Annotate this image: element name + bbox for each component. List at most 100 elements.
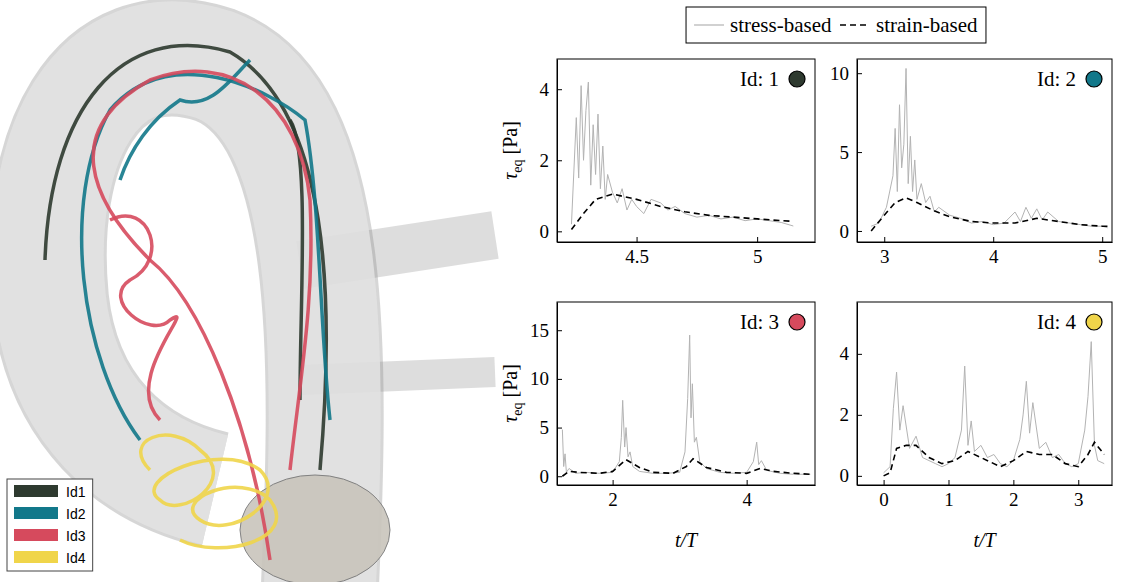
legend: stress-based strain-based xyxy=(686,7,986,43)
legend-line xyxy=(694,24,724,25)
plot-frame xyxy=(557,59,815,242)
legend-swatch xyxy=(14,551,58,563)
legend-label: strain-based xyxy=(876,13,978,37)
tick-mark xyxy=(884,237,885,242)
tick: 5 xyxy=(840,142,863,163)
legend-entries: stress-based strain-based xyxy=(694,13,978,37)
tick: 3 xyxy=(1074,480,1084,510)
panel-title: Id: 4 xyxy=(1037,310,1077,334)
heart-valve xyxy=(240,475,390,582)
tick-mark xyxy=(1078,480,1079,485)
panel-title: Id: 1 xyxy=(740,67,779,91)
trajectory-illustration xyxy=(45,46,326,470)
series-line xyxy=(562,335,810,474)
trajectory-illustration xyxy=(82,74,330,440)
x-axis: 24 xyxy=(558,480,816,510)
tick-label: 2 xyxy=(608,489,618,510)
panel-title: Id: 2 xyxy=(1037,67,1076,91)
series-line xyxy=(871,68,1107,227)
tick: 2 xyxy=(840,404,863,425)
tick-mark xyxy=(557,379,562,380)
tick-label: 2 xyxy=(840,404,850,425)
trajectory-illustration xyxy=(93,71,311,560)
trajectory-illustration xyxy=(141,435,277,548)
tick-label: 5 xyxy=(540,417,550,438)
tick-label: 10 xyxy=(830,63,849,84)
tick-label: 4 xyxy=(540,79,550,100)
series-line xyxy=(571,194,793,230)
legend-label: Id2 xyxy=(66,506,86,522)
tick-mark xyxy=(857,354,862,355)
tick-mark xyxy=(857,231,862,232)
tick-mark xyxy=(613,480,614,485)
legend-entries: Id1Id2Id3Id4 xyxy=(14,484,86,566)
series-line xyxy=(884,342,1105,473)
legend-label: Id4 xyxy=(66,550,86,566)
tick: 10 xyxy=(530,368,562,389)
tick: 5 xyxy=(753,237,763,267)
tick-label: 0 xyxy=(840,221,850,242)
y-axis: 0 5 10 xyxy=(830,60,862,243)
legend-label: Id1 xyxy=(66,484,86,500)
tick-mark xyxy=(747,480,748,485)
tick: 3 xyxy=(880,237,890,267)
tick-mark xyxy=(857,152,862,153)
axis-line xyxy=(557,303,558,486)
tick-mark xyxy=(557,476,562,477)
aorta-illustration xyxy=(45,46,495,582)
legend-swatch xyxy=(14,507,58,519)
tick-label: 4.5 xyxy=(625,246,649,267)
tick-mark xyxy=(557,231,562,232)
tick: 2 xyxy=(608,480,618,510)
trajectory-illustration xyxy=(290,120,303,400)
plot-frame xyxy=(557,302,815,485)
tick: 1 xyxy=(944,480,954,510)
axis-line xyxy=(558,485,816,486)
tick: 4 xyxy=(840,343,863,364)
legend-entry: stress-based xyxy=(694,13,832,37)
x-axis-title: t/T xyxy=(973,529,997,551)
tick-mark xyxy=(757,237,758,242)
tick: 0 xyxy=(840,465,863,486)
tick-label: 4 xyxy=(989,246,999,267)
tick-label: 2 xyxy=(540,150,550,171)
x-axis-title: t/T xyxy=(675,529,699,551)
tick: 4 xyxy=(742,480,752,510)
tick-mark xyxy=(557,160,562,161)
plot-lines xyxy=(871,68,1107,230)
legend-swatch xyxy=(14,485,58,497)
tick-mark xyxy=(557,330,562,331)
panel-title: Id: 3 xyxy=(740,310,779,334)
tick-label: 3 xyxy=(1074,489,1084,510)
tick-mark xyxy=(857,415,862,416)
trajectory-illustration xyxy=(110,216,177,420)
axis-line xyxy=(558,242,816,243)
plot-frame xyxy=(857,302,1112,485)
chart-panel: 4.55024Id: 1τeq [Pa] xyxy=(499,59,816,267)
y-axis: 0 2 4 xyxy=(540,60,563,243)
tick: 0 xyxy=(540,221,563,242)
tick-mark xyxy=(1013,480,1014,485)
series-line xyxy=(562,459,810,477)
tick-mark xyxy=(637,237,638,242)
tick: 5 xyxy=(1098,237,1108,267)
tick: 10 xyxy=(830,63,862,84)
tick: 5 xyxy=(540,417,563,438)
tick: 4 xyxy=(540,79,563,100)
plot-lines xyxy=(571,82,793,229)
plot-lines xyxy=(562,335,810,476)
tick-mark xyxy=(557,428,562,429)
illustration-legend: Id1Id2Id3Id4 xyxy=(7,479,93,571)
x-axis: 3 4 5 xyxy=(858,237,1113,267)
legend-swatch xyxy=(14,529,58,541)
tick-mark xyxy=(857,73,862,74)
id-marker xyxy=(1086,71,1102,87)
axis-line xyxy=(857,303,858,486)
x-axis: 0123 xyxy=(858,480,1113,510)
tick: 0 xyxy=(840,221,863,242)
tick: 2 xyxy=(1009,480,1019,510)
legend-entry: strain-based xyxy=(840,13,978,37)
tick-label: 10 xyxy=(530,368,549,389)
tick-label: 0 xyxy=(540,466,550,487)
id-marker xyxy=(789,314,805,330)
